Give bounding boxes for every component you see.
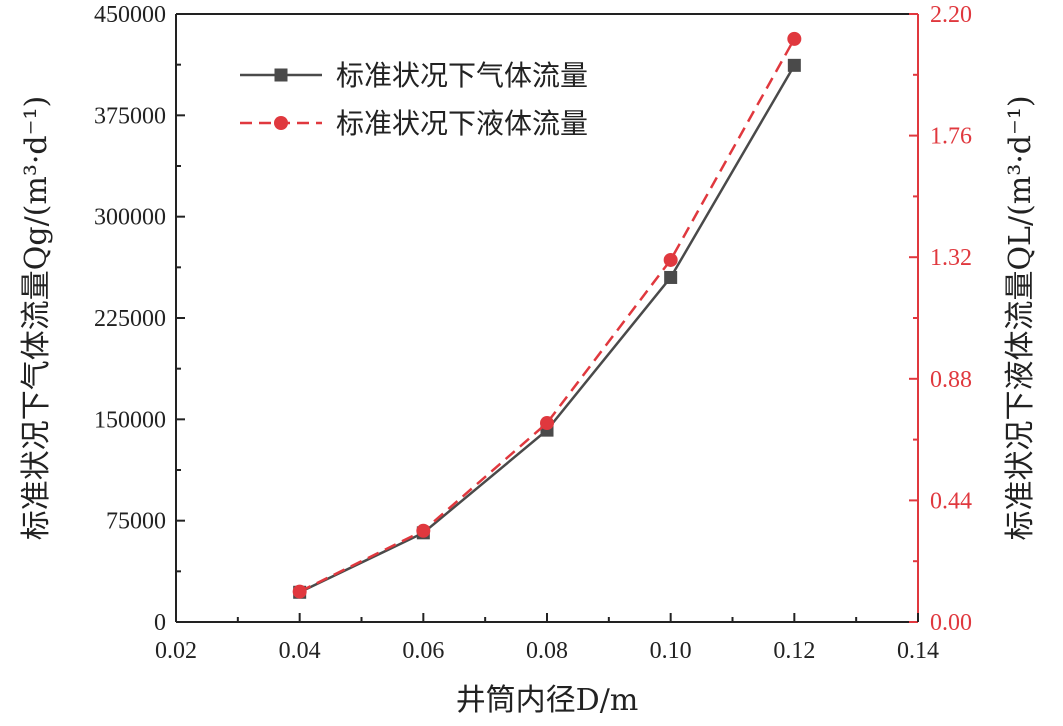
- right-tick-label: 1.76: [930, 124, 972, 150]
- x-tick-label: 0.12: [773, 638, 815, 664]
- liquid-point: [540, 416, 554, 431]
- x-axis: 0.02 0.04 0.06 0.08 0.10 0.12 0.14: [155, 613, 939, 664]
- left-tick-label: 75000: [106, 509, 166, 535]
- x-axis-title: 井筒内径D/m: [456, 683, 639, 718]
- x-tick-label: 0.04: [279, 638, 321, 664]
- legend-label-2: 标准状况下液体流量: [336, 107, 588, 140]
- liquid-point: [292, 584, 307, 599]
- liquid-point: [416, 523, 431, 538]
- series-line-1: [299, 64, 796, 594]
- x-tick-label: 0.06: [402, 638, 444, 664]
- x-tick-label: 0.08: [526, 638, 568, 664]
- right-tick-label: 0.88: [930, 367, 972, 393]
- series-layer: [292, 31, 802, 599]
- legend-label-1: 标准状况下气体流量: [336, 59, 588, 92]
- left-axis: 0 75000 150000 225000 300000 375000 450000: [94, 2, 185, 636]
- left-axis-title: 标准状况下气体流量Qg/(m³·d⁻¹): [19, 96, 54, 540]
- right-tick-label: 0.00: [930, 610, 972, 636]
- right-axis-title: 标准状况下液体流量QL/(m³·d⁻¹): [1003, 95, 1038, 540]
- left-tick-label: 300000: [94, 205, 166, 231]
- x-tick-label: 0.14: [897, 638, 939, 664]
- legend-marker-square: [274, 68, 288, 82]
- plot-frame: [175, 13, 919, 623]
- right-tick-label: 2.20: [930, 2, 972, 28]
- liquid-point: [787, 31, 802, 46]
- right-tick-label: 1.32: [930, 245, 972, 271]
- left-tick-label: 225000: [94, 306, 166, 332]
- left-tick-label: 0: [154, 610, 166, 636]
- gas-point: [664, 270, 678, 284]
- legend-marker-circle: [274, 116, 288, 130]
- left-tick-label: 450000: [94, 2, 166, 28]
- x-tick-label: 0.10: [650, 638, 692, 664]
- left-tick-label: 150000: [94, 407, 166, 433]
- liquid-point: [663, 252, 678, 267]
- series-line-2: [299, 38, 796, 593]
- right-tick-label: 0.44: [930, 488, 972, 514]
- right-axis: 0.00 0.44 0.88 1.32 1.76 2.20: [909, 2, 972, 636]
- axis-titles: 井筒内径D/m 标准状况下气体流量Qg/(m³·d⁻¹) 标准状况下液体流量QL/(…: [19, 95, 1038, 718]
- left-tick-label: 375000: [94, 103, 166, 129]
- x-tick-label: 0.02: [155, 638, 197, 664]
- gas-point: [787, 58, 801, 72]
